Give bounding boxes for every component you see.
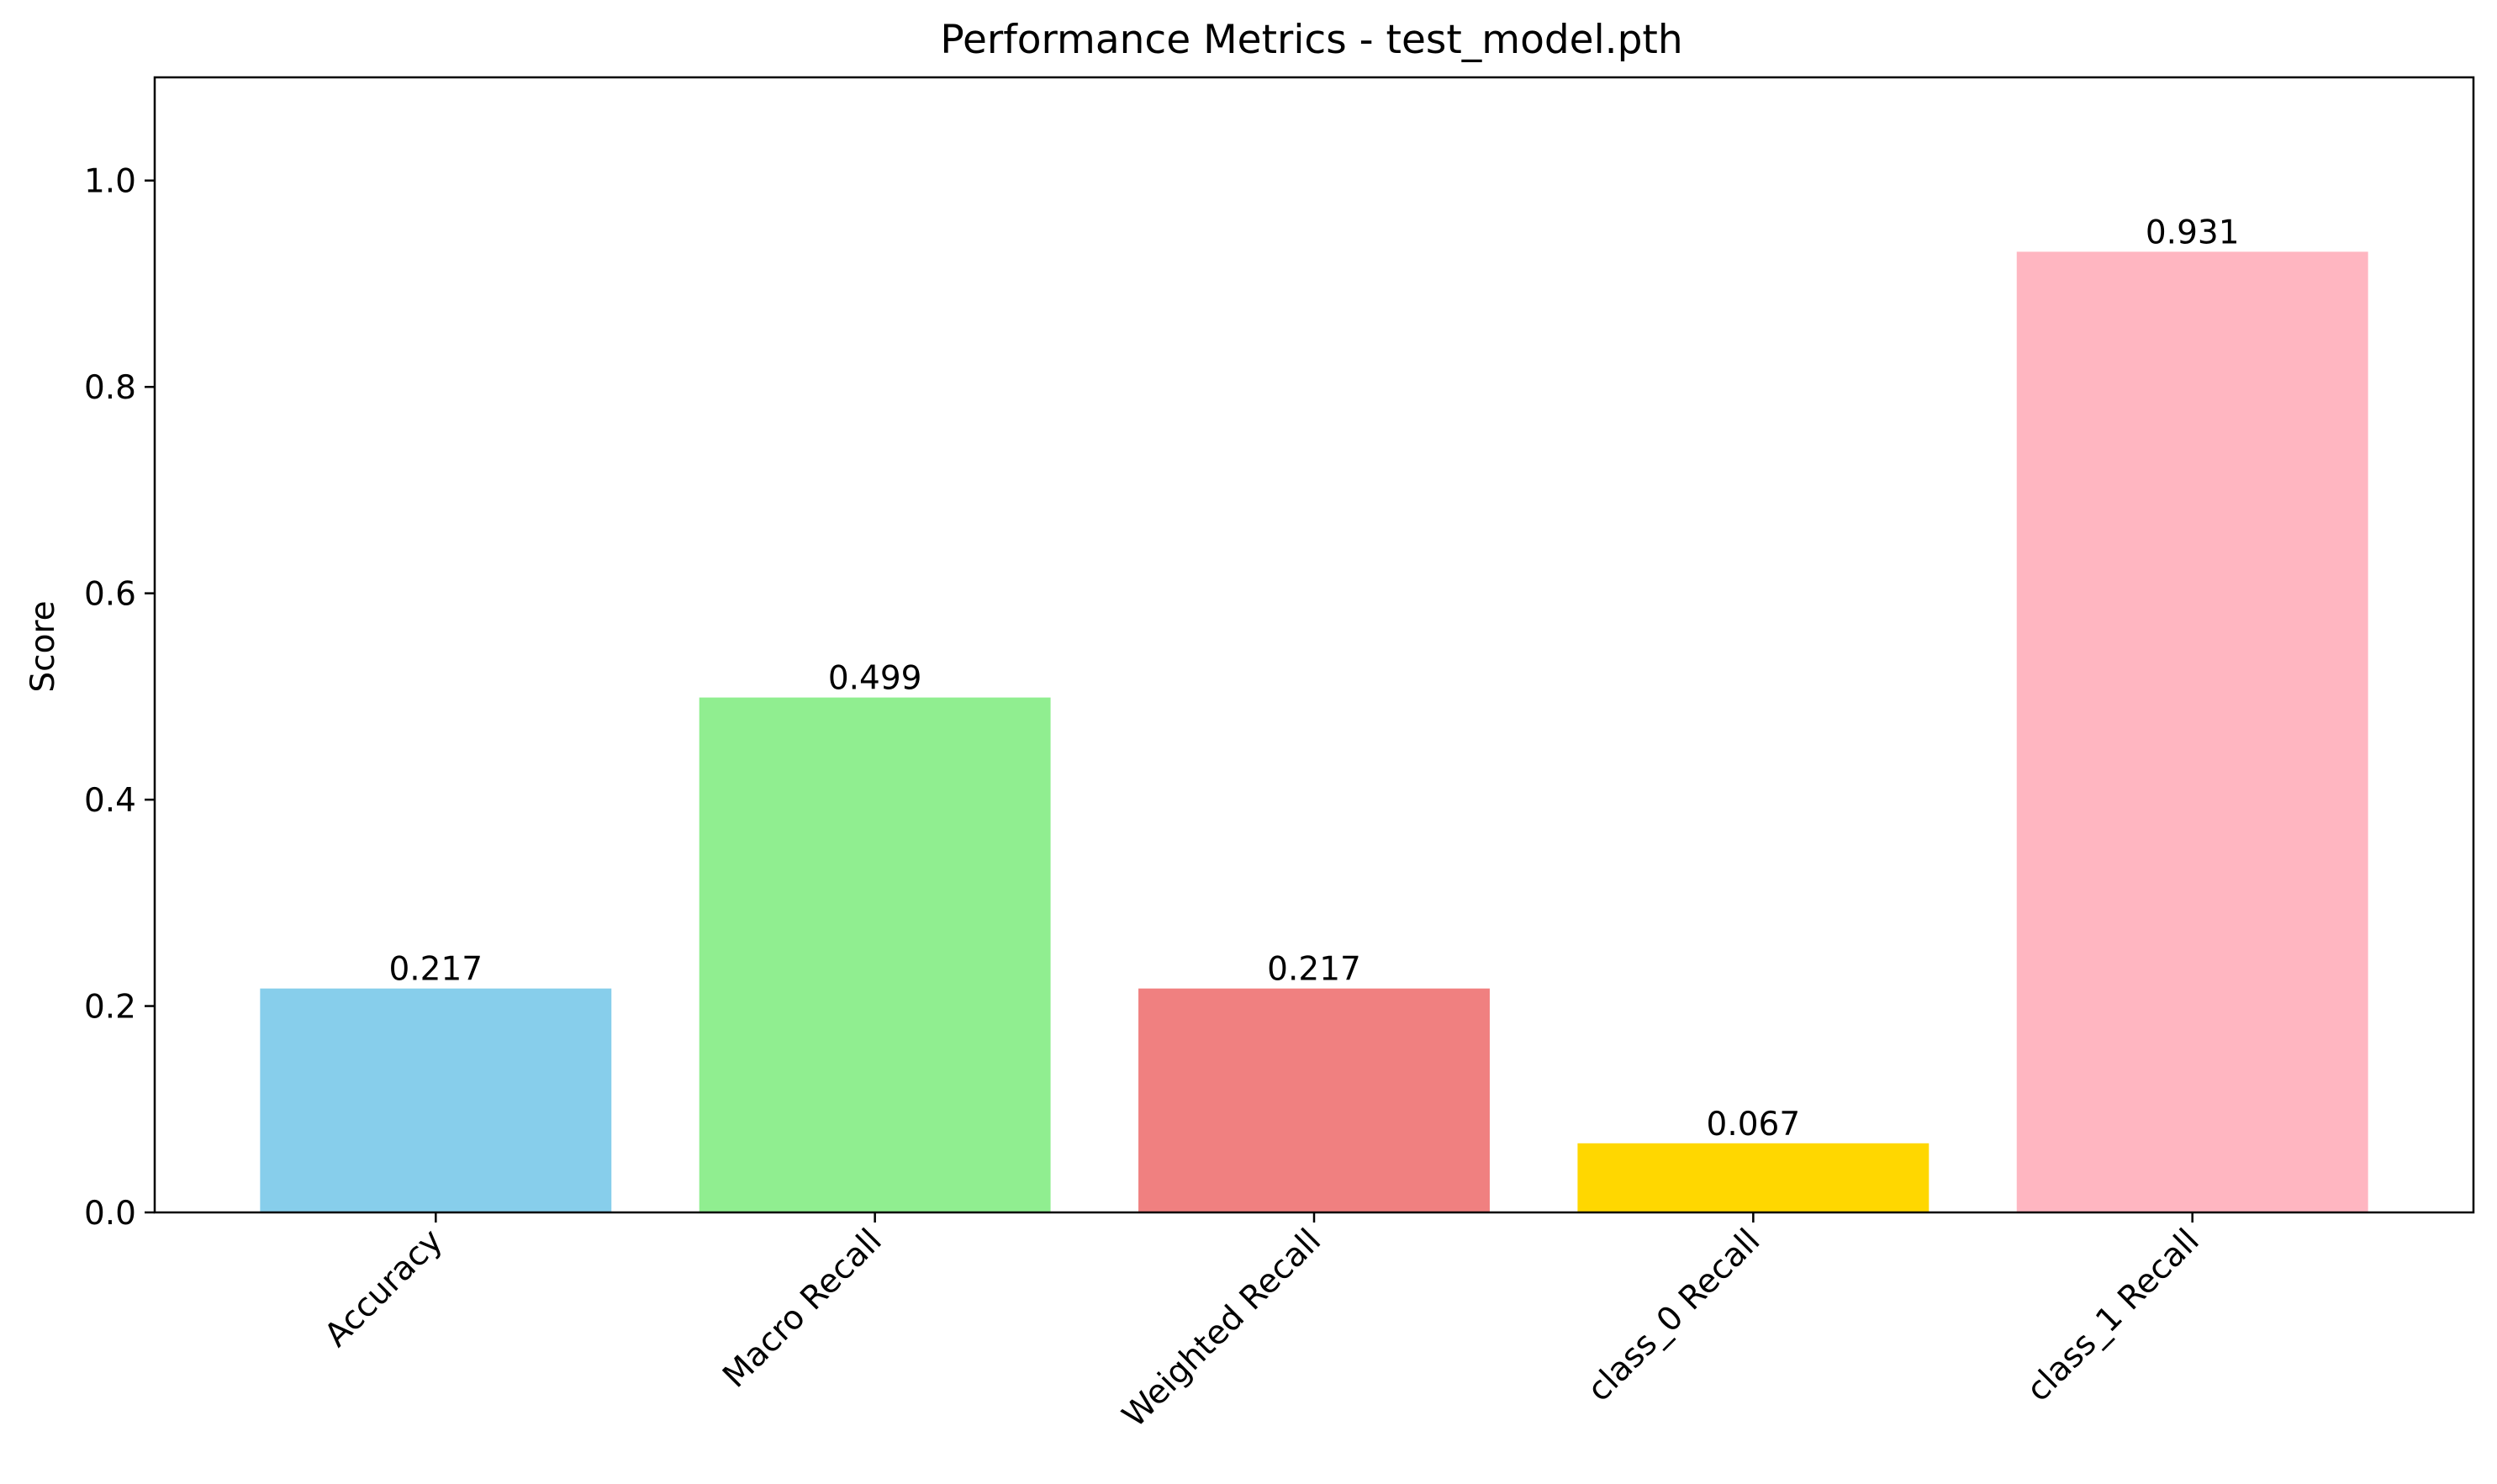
bar [1577,1143,1930,1212]
y-tick-label: 0.0 [84,1195,136,1233]
y-tick-label: 0.4 [84,782,136,820]
bar-value-label: 0.067 [1707,1106,1801,1143]
y-axis-ticks: 0.0 0.2 0.4 0.6 0.8 1.0 [84,163,155,1233]
bar-value-label: 0.217 [388,951,483,989]
bars [260,251,2368,1213]
bar-value-label: 0.931 [2146,214,2240,251]
plot-area-frame [153,76,2475,1214]
y-tick-label: 1.0 [84,163,136,201]
y-axis-label: Score [24,600,62,692]
y-tick-label: 0.8 [84,369,136,407]
chart-title: Performance Metrics - test_model.pth [940,17,1682,63]
bar-value-labels: 0.217 0.499 0.217 0.067 0.931 [388,214,2239,1143]
bar-value-label: 0.217 [1267,951,1361,989]
bar [699,697,1051,1212]
bar [260,988,612,1212]
bar-value-label: 0.499 [828,660,922,698]
y-tick-label: 0.6 [84,576,136,614]
bar [1138,988,1490,1212]
bar [2016,251,2368,1213]
y-tick-label: 0.2 [84,989,136,1027]
